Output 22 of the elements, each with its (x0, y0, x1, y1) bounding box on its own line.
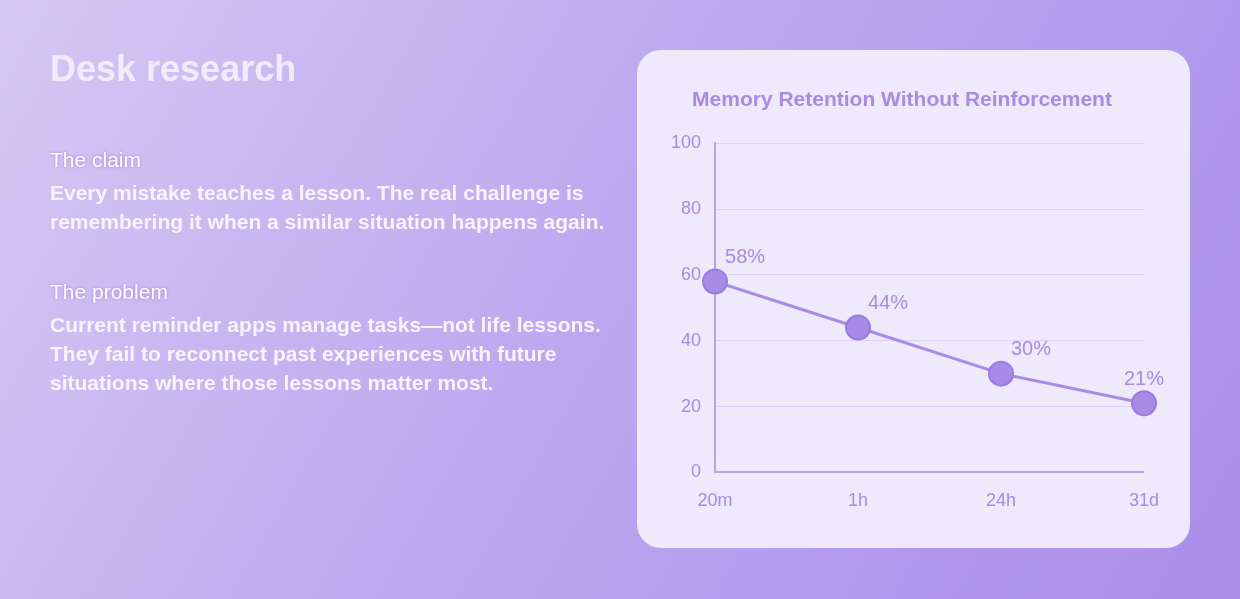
x-tick-label: 24h (985, 490, 1017, 511)
y-tick-label: 60 (681, 263, 702, 284)
x-tick-label: 31d (1128, 490, 1160, 511)
chart-title: Memory Retention Without Reinforcement (692, 87, 1112, 111)
x-tick-label: 20m (697, 490, 733, 511)
text: The claim (50, 148, 143, 172)
y-tick-label: 20 (681, 395, 702, 416)
point (1130, 390, 1157, 417)
data-label: 21% (1123, 366, 1165, 389)
x-tick-label: 1h (848, 490, 869, 511)
y-tick-label: 40 (681, 329, 702, 350)
data-label: 44% (868, 291, 909, 314)
text: The problem (50, 280, 169, 304)
text: Current reminder apps manage tasks—not life lessons. They fail to reconnect past experiences with future situations where those lessons matter most. (50, 312, 602, 396)
point (845, 314, 872, 341)
data-label: 58% (725, 244, 766, 267)
data-label: 30% (1011, 337, 1052, 360)
point (702, 268, 729, 295)
y-tick-label: 100 (670, 132, 702, 153)
y-tick-label: 0 (691, 461, 702, 482)
y-tick-label: 80 (681, 198, 702, 219)
point (988, 360, 1014, 387)
